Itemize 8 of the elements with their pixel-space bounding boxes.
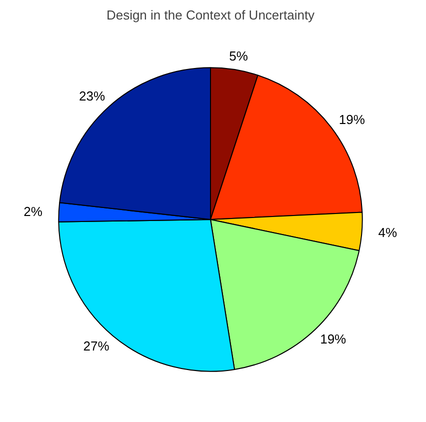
data-label: 2% bbox=[24, 204, 43, 220]
data-label: 19% bbox=[320, 332, 347, 347]
chart-title: Design in the Context of Uncertainty bbox=[106, 8, 316, 22]
data-label: 5% bbox=[229, 48, 248, 64]
data-label: 27% bbox=[83, 338, 110, 354]
data-label: 19% bbox=[338, 112, 366, 127]
data-label: 23% bbox=[79, 88, 106, 104]
data-label: 4% bbox=[378, 225, 398, 240]
